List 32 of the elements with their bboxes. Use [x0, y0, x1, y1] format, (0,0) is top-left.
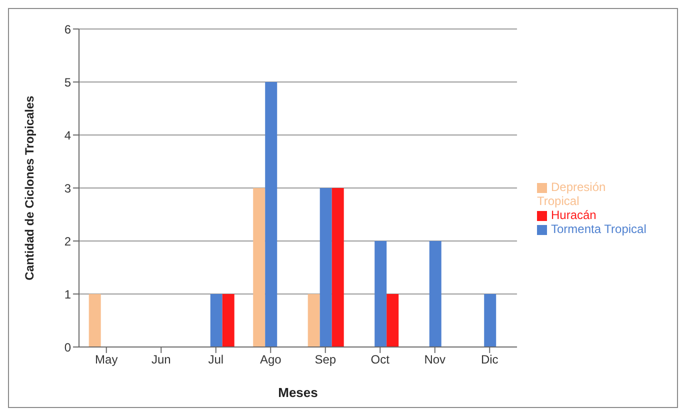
y-tick-label: 1	[64, 287, 72, 302]
legend-label: Huracán	[551, 208, 596, 222]
bar	[386, 294, 399, 347]
y-tick-label: 2	[64, 234, 72, 248]
bar	[374, 241, 387, 347]
x-tick-label: Ago	[260, 352, 282, 367]
y-tick-label: 3	[64, 181, 72, 196]
x-tick-label: Jun	[151, 352, 171, 367]
y-axis-title: Cantidad de Ciclones Tropicales	[22, 95, 36, 280]
bar	[320, 188, 332, 347]
x-tick-label: May	[95, 352, 118, 367]
x-tick-label: Sep	[314, 352, 336, 367]
y-tick-label: 6	[64, 22, 72, 36]
bar	[429, 241, 442, 347]
x-tick-label: Jul	[208, 352, 224, 367]
bar	[222, 294, 234, 347]
bar	[253, 188, 266, 347]
x-axis-title: Meses	[278, 385, 318, 400]
y-tick-label: 4	[64, 128, 72, 142]
legend-label: Tormenta Tropical	[551, 222, 646, 236]
bar	[88, 294, 101, 347]
bar	[210, 294, 222, 347]
x-tick-label: Oct	[370, 352, 390, 367]
y-tick-label: 5	[64, 75, 72, 90]
legend-label: Depresión Tropical	[537, 180, 606, 208]
bar	[484, 294, 496, 347]
x-tick-label: Nov	[424, 352, 446, 367]
y-tick-label: 0	[64, 340, 72, 354]
x-tick-label: Dic	[480, 352, 498, 367]
bar	[332, 188, 344, 347]
bar	[265, 82, 278, 347]
bar	[308, 294, 320, 347]
